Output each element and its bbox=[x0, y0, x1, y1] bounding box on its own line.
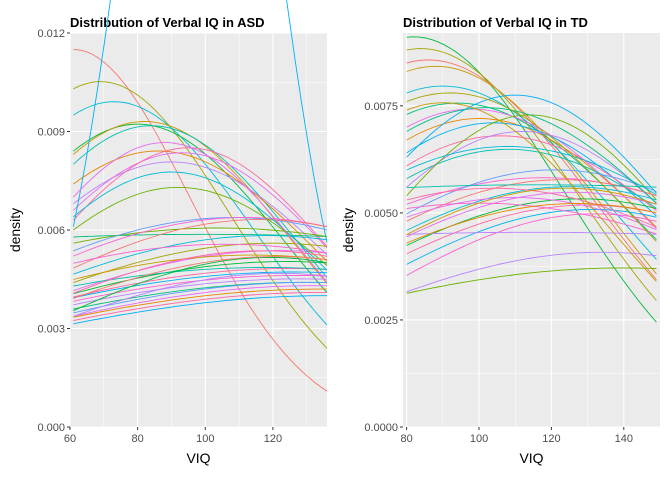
density-curve bbox=[73, 242, 328, 284]
x-tick-label: 100 bbox=[470, 433, 488, 445]
density-curve bbox=[73, 147, 328, 247]
x-tick-label: 100 bbox=[196, 433, 214, 445]
density-curve bbox=[406, 197, 657, 231]
density-curve bbox=[406, 36, 657, 323]
density-curves-td bbox=[406, 36, 657, 323]
y-tick-label: 0.0025 bbox=[364, 315, 398, 327]
density-curves-asd bbox=[72, 0, 328, 392]
x-ticks-td: 80 100 120 140 bbox=[400, 427, 633, 445]
density-curve bbox=[73, 243, 328, 264]
density-curve bbox=[406, 135, 657, 211]
density-curve bbox=[406, 102, 657, 282]
density-curve bbox=[406, 191, 657, 238]
density-curve bbox=[73, 48, 328, 392]
y-tick-label: 0.0050 bbox=[364, 208, 398, 220]
y-tick-label: 0.009 bbox=[37, 127, 65, 139]
density-curve bbox=[406, 118, 657, 228]
density-curve bbox=[406, 131, 657, 204]
density-curve bbox=[406, 169, 657, 215]
density-curve bbox=[406, 187, 657, 236]
density-curve bbox=[73, 250, 328, 294]
density-curve bbox=[73, 256, 328, 312]
density-curve bbox=[406, 114, 657, 201]
x-tick-label: 120 bbox=[264, 433, 282, 445]
density-curve bbox=[73, 152, 328, 249]
density-curve bbox=[73, 81, 328, 349]
density-curve bbox=[406, 179, 657, 222]
density-curve bbox=[406, 92, 657, 242]
y-ticks-asd: 0.000 0.003 0.006 0.009 0.012 bbox=[37, 28, 70, 434]
density-curve bbox=[73, 125, 328, 278]
y-axis-title-asd: density bbox=[7, 208, 23, 252]
density-curve bbox=[406, 203, 657, 244]
density-curve bbox=[406, 204, 657, 255]
density-curve bbox=[73, 278, 328, 306]
density-curve bbox=[406, 202, 657, 235]
x-tick-label: 80 bbox=[400, 433, 412, 445]
density-curve bbox=[73, 219, 328, 269]
x-tick-label: 80 bbox=[132, 433, 144, 445]
y-tick-label: 0.0000 bbox=[364, 422, 398, 434]
y-tick-label: 0.0075 bbox=[364, 101, 398, 113]
density-curve bbox=[73, 101, 328, 326]
y-axis-title-td: density bbox=[340, 208, 356, 252]
panel-td: Distribution of Verbal IQ in TD 0.00000.… bbox=[340, 15, 660, 466]
density-curve bbox=[73, 288, 327, 318]
density-curve bbox=[73, 272, 328, 317]
density-curve bbox=[73, 267, 328, 287]
density-curve bbox=[73, 142, 328, 283]
y-tick-label: 0.003 bbox=[37, 324, 65, 336]
density-curve bbox=[406, 231, 657, 235]
chart-title-td: Distribution of Verbal IQ in TD bbox=[403, 15, 588, 30]
density-curve bbox=[73, 271, 328, 299]
x-axis-title-asd: VIQ bbox=[186, 450, 210, 466]
density-curve bbox=[406, 148, 657, 209]
chart-title-asd: Distribution of Verbal IQ in ASD bbox=[70, 15, 265, 30]
y-tick-label: 0.012 bbox=[37, 28, 65, 40]
density-curve bbox=[406, 267, 657, 294]
density-curve bbox=[73, 261, 328, 295]
panel-asd: Distribution of Verbal IQ in ASD 0.0000.… bbox=[7, 0, 328, 466]
y-tick-label: 0.000 bbox=[37, 422, 65, 434]
density-curve bbox=[73, 217, 328, 252]
density-curve bbox=[73, 254, 328, 280]
x-tick-label: 60 bbox=[64, 433, 76, 445]
x-tick-label: 120 bbox=[542, 433, 560, 445]
density-curve bbox=[73, 235, 328, 275]
density-curve bbox=[406, 184, 657, 189]
density-curve bbox=[73, 285, 328, 317]
x-ticks-asd: 60 80 100 120 bbox=[64, 427, 282, 445]
density-curve bbox=[406, 85, 657, 260]
x-axis-title-td: VIQ bbox=[519, 450, 543, 466]
density-curve bbox=[406, 186, 657, 231]
density-curve bbox=[73, 186, 328, 266]
density-curve bbox=[406, 251, 657, 293]
y-tick-label: 0.006 bbox=[37, 225, 65, 237]
x-tick-label: 140 bbox=[615, 433, 633, 445]
density-curve bbox=[73, 281, 328, 314]
y-ticks-td: 0.0000 0.0025 0.0050 0.0075 bbox=[364, 101, 403, 434]
density-curve bbox=[406, 146, 657, 195]
density-curve bbox=[73, 295, 327, 325]
density-curve bbox=[73, 256, 328, 299]
density-curve bbox=[406, 107, 657, 204]
density-curve bbox=[73, 268, 328, 298]
density-curve bbox=[73, 217, 328, 257]
density-curve bbox=[406, 94, 657, 194]
density-curve bbox=[73, 291, 327, 321]
